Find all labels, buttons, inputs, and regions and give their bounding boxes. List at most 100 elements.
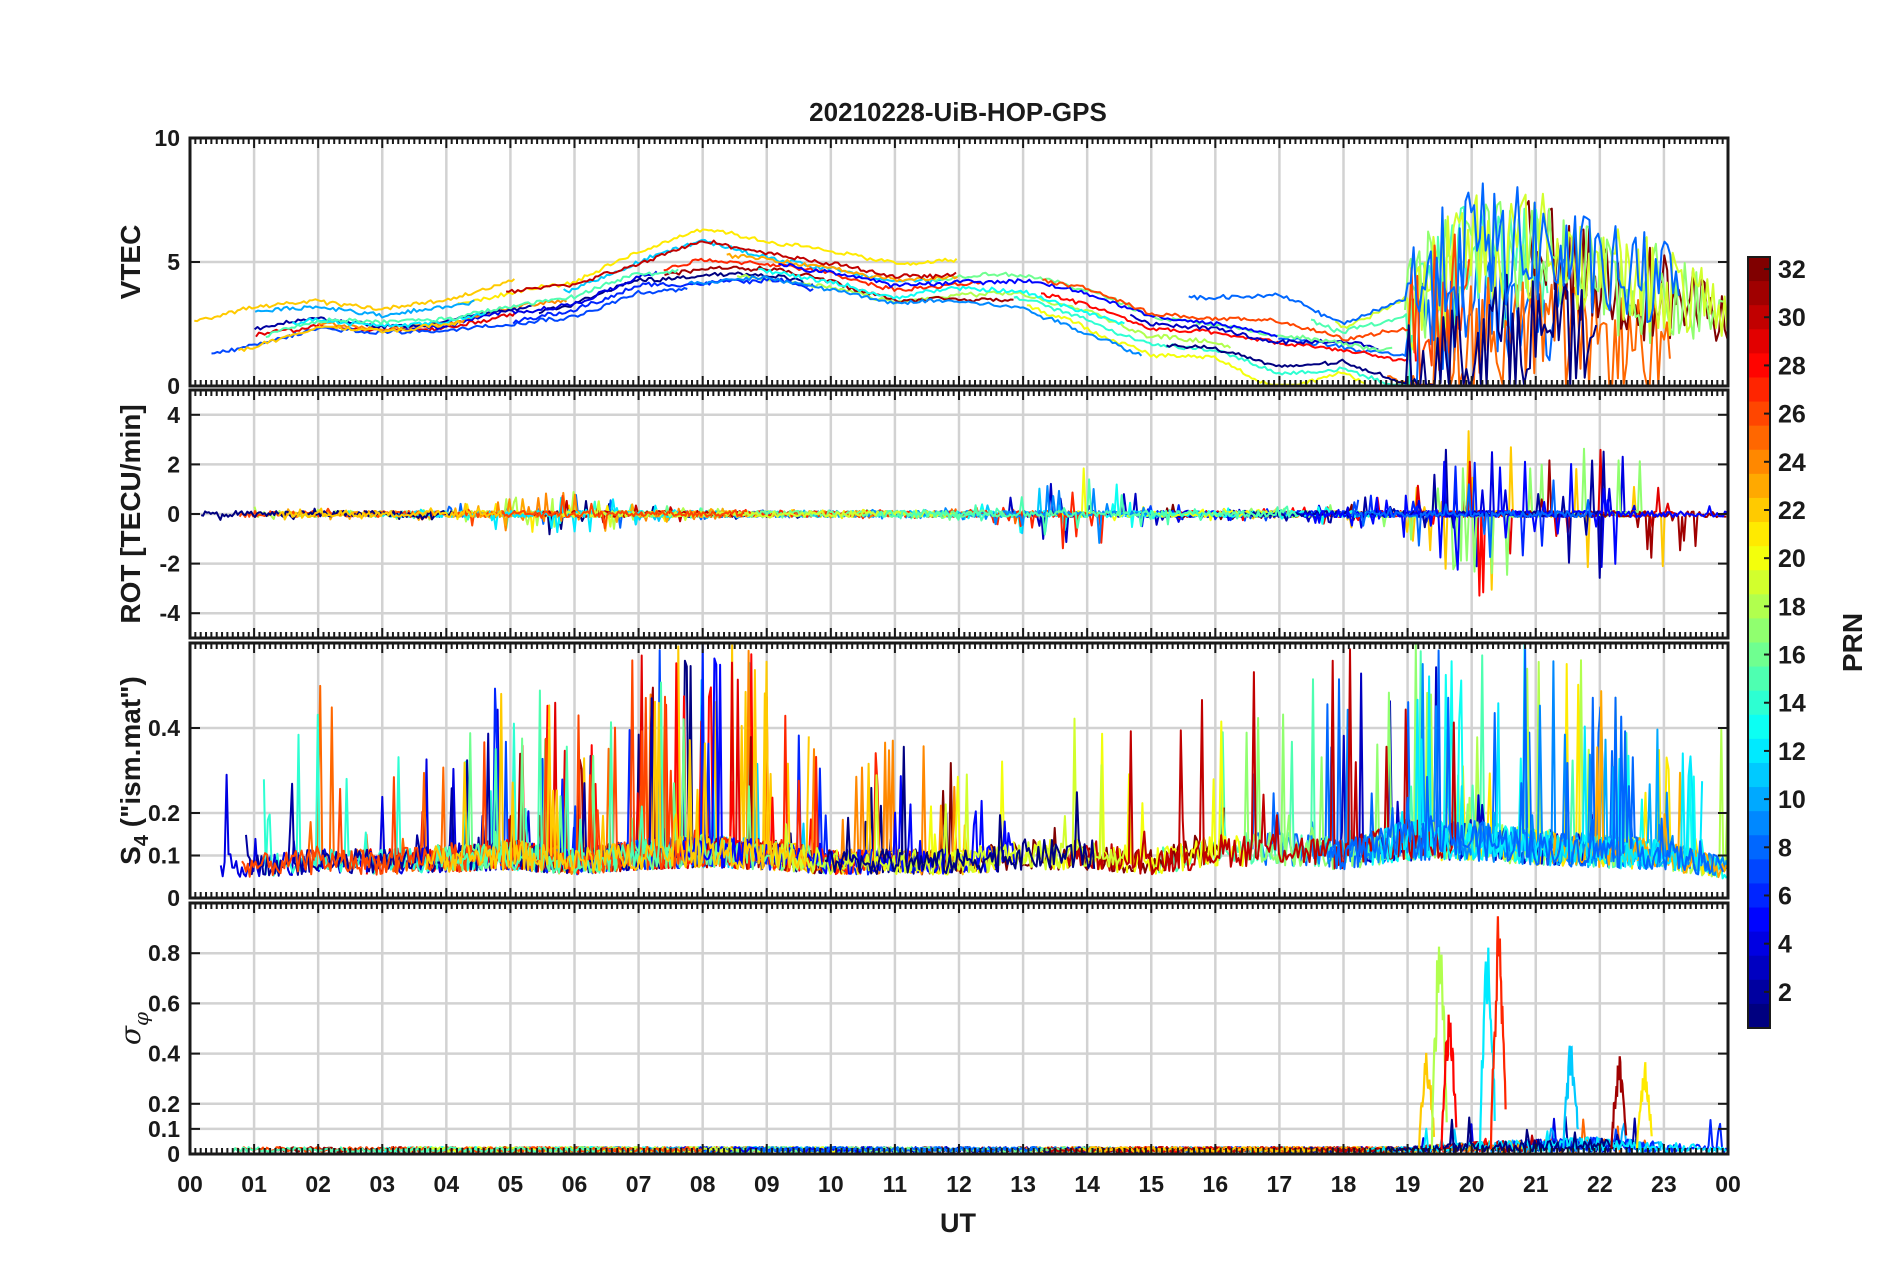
prn-trace xyxy=(1350,479,1593,558)
x-tick-label: 14 xyxy=(1074,1171,1100,1197)
prn-trace xyxy=(663,257,982,292)
prn-trace xyxy=(402,270,658,331)
panel-3: 0 0.1 0.2 0.4S4 ("ism.mat") xyxy=(115,641,1730,911)
x-tick-label: 13 xyxy=(1010,1171,1036,1197)
colorbar-tick-label: 32 xyxy=(1778,256,1806,284)
x-tick-label: 21 xyxy=(1523,1171,1549,1197)
y-tick-label: 0.1 xyxy=(148,1116,180,1142)
colorbar-segment xyxy=(1748,594,1770,620)
colorbar-segment xyxy=(1748,473,1770,499)
prn-trace xyxy=(1026,304,1365,386)
y-axis-label: σφ xyxy=(114,1012,153,1045)
y-tick-label: -2 xyxy=(160,551,180,577)
prn-trace xyxy=(736,274,1232,349)
y-tick-label: 0 xyxy=(167,1141,180,1167)
prn-trace xyxy=(265,268,679,338)
colorbar-tick-label: 30 xyxy=(1778,304,1806,332)
x-tick-label: 00 xyxy=(177,1171,203,1197)
x-tick-label: 02 xyxy=(305,1171,331,1197)
y-tick-label: 0 xyxy=(167,501,180,527)
sigma-phi-burst xyxy=(1478,947,1496,1150)
x-tick-label: 16 xyxy=(1203,1171,1229,1197)
prn-trace xyxy=(824,745,1096,875)
y-tick-label: -4 xyxy=(160,600,181,626)
colorbar-label: PRN xyxy=(1837,613,1868,672)
sigma-phi-burst xyxy=(1418,1052,1435,1150)
prn-trace xyxy=(194,278,516,323)
colorbar-segment xyxy=(1748,449,1770,475)
prn-trace xyxy=(457,228,958,305)
x-axis: 00 01 02 03 04 05 06 07 08 09 10 11 12 13 14 15 16 17 18 19… xyxy=(177,1171,1741,1197)
colorbar-tick-label: 14 xyxy=(1778,690,1806,718)
prn-trace xyxy=(457,718,827,874)
sigma-phi-burst xyxy=(1562,1045,1580,1150)
x-tick-label: 15 xyxy=(1138,1171,1164,1197)
colorbar-segment xyxy=(1748,257,1770,282)
colorbar-tick-label: 12 xyxy=(1778,738,1806,766)
sigma-phi-burst xyxy=(1440,1014,1458,1150)
panel-traces xyxy=(200,430,1728,597)
panel-1: 0 5 10 VTEC xyxy=(115,125,1730,399)
prn-trace xyxy=(1188,182,1680,342)
colorbar-segment xyxy=(1748,642,1770,668)
colorbar-segment xyxy=(1748,835,1770,860)
prn-trace xyxy=(1064,648,1459,876)
colorbar-segment xyxy=(1748,738,1770,764)
y-tick-label: 0.4 xyxy=(148,1041,180,1067)
y-tick-label: 0.2 xyxy=(148,1091,180,1117)
colorbar-segment xyxy=(1748,811,1770,836)
x-tick-label: 00 xyxy=(1715,1171,1741,1197)
colorbar-segment xyxy=(1748,859,1770,885)
prn-trace xyxy=(758,267,1125,325)
prn-trace xyxy=(1042,233,1471,382)
prn-trace xyxy=(778,262,1278,338)
chart-title: 20210228-UiB-HOP-GPS xyxy=(809,97,1107,127)
panel-frame xyxy=(188,901,1730,1156)
prn-trace xyxy=(278,502,503,521)
x-tick-label: 12 xyxy=(946,1171,972,1197)
colorbar-segment xyxy=(1748,377,1770,403)
colorbar-segment xyxy=(1748,690,1770,716)
panel-4: 00.10.2 0.4 0.6 0.8 σφ xyxy=(114,901,1730,1167)
colorbar-segment xyxy=(1748,497,1770,523)
colorbar-segment xyxy=(1748,570,1770,595)
y-axis-label: ROT [TECU/min] xyxy=(115,404,146,623)
colorbar-segment xyxy=(1748,762,1770,788)
x-tick-label: 03 xyxy=(369,1171,395,1197)
y-axis-label: VTEC xyxy=(115,225,146,300)
colorbar-segment xyxy=(1748,979,1770,1005)
y-tick-label: 0.1 xyxy=(148,843,180,869)
colorbar-segment xyxy=(1748,329,1770,354)
colorbar-segment xyxy=(1748,787,1770,812)
prn-trace xyxy=(1387,274,1671,386)
x-tick-label: 19 xyxy=(1395,1171,1421,1197)
x-tick-label: 06 xyxy=(562,1171,588,1197)
colorbar-segment xyxy=(1748,955,1770,981)
sigma-phi-burst xyxy=(1635,1062,1653,1150)
prn-trace xyxy=(1078,1146,1319,1153)
x-tick-label: 20 xyxy=(1459,1171,1485,1197)
colorbar-segment xyxy=(1748,714,1770,740)
prn-trace xyxy=(254,299,475,319)
x-tick-label: 04 xyxy=(434,1171,460,1197)
prn-trace xyxy=(1328,646,1725,876)
colorbar-segment xyxy=(1748,907,1770,933)
colorbar-tick-label: 18 xyxy=(1778,593,1806,621)
prn-trace xyxy=(506,239,957,294)
x-tick-label: 05 xyxy=(498,1171,524,1197)
x-tick-label: 10 xyxy=(818,1171,844,1197)
prn-trace xyxy=(1310,205,1549,360)
prn-trace xyxy=(1303,460,1728,571)
colorbar-tick-label: 8 xyxy=(1778,834,1792,862)
colorbar-segment xyxy=(1748,425,1770,451)
prn-trace xyxy=(241,659,686,878)
colorbar-segment xyxy=(1748,546,1770,571)
y-tick-label: 0.8 xyxy=(148,940,180,966)
colorbar-segment xyxy=(1748,883,1770,909)
y-tick-label: 0 xyxy=(167,373,180,399)
prn-trace xyxy=(232,1146,602,1153)
colorbar-tick-label: 22 xyxy=(1778,497,1806,525)
y-tick-label: 0.4 xyxy=(148,715,180,741)
colorbar-tick-label: 16 xyxy=(1778,642,1806,670)
